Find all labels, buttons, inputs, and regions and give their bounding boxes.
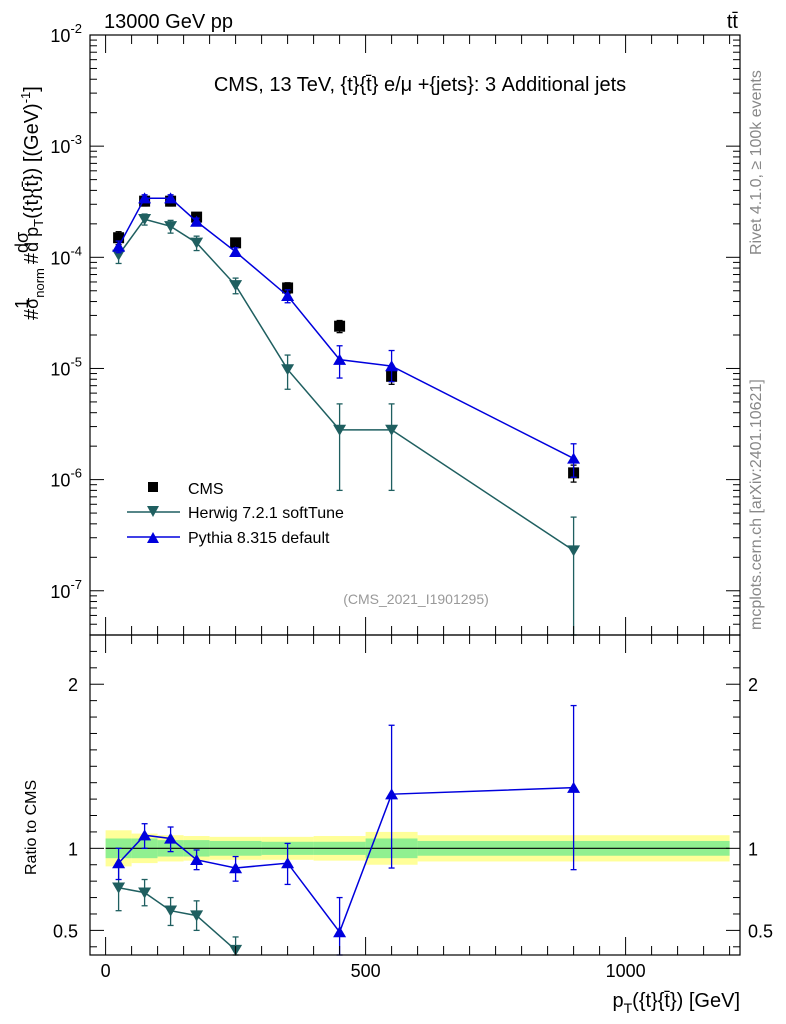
- pythia-point: [138, 192, 152, 204]
- herwig-point: [112, 249, 126, 261]
- main-y-tick-label: 10-7: [50, 577, 82, 602]
- pythia-point: [385, 360, 399, 372]
- legend-item-pythia: Pythia 8.315 default: [127, 530, 330, 547]
- ratio-series-pythia: [112, 704, 581, 956]
- legend: CMS Herwig 7.2.1 softTune Pythia 8.315 d…: [127, 481, 344, 547]
- main-y-tick-label: 10-4: [50, 243, 82, 268]
- herwig-point: [281, 364, 295, 376]
- ratio-herwig-point: [112, 882, 126, 894]
- svg-text:pT({t}{t̄}) [GeV]: pT({t}{t̄}) [GeV]: [612, 990, 740, 1016]
- legend-item-cms: CMS: [148, 481, 224, 498]
- rivet-version-label: Rivet 4.1.0, ≥ 100k events: [748, 70, 765, 255]
- ratio-panel-frame: [89, 634, 741, 956]
- herwig-point: [229, 280, 243, 292]
- ratio-y-tick-label-right: 0.5: [748, 921, 773, 941]
- ratio-series-layer: [112, 704, 581, 956]
- ratio-y-tick-label-right: 2: [748, 675, 758, 695]
- pythia-point: [229, 245, 243, 258]
- legend-herwig-marker: [147, 506, 159, 517]
- main-series-layer: [112, 192, 581, 636]
- cms-point: [230, 237, 242, 249]
- ratio-herwig-point: [164, 905, 178, 917]
- main-y-tick-label: 10-2: [50, 21, 82, 46]
- ratio-y-tick-label: 2: [68, 675, 78, 695]
- x-tick-label: 0: [101, 961, 111, 981]
- ratio-pythia-point: [567, 781, 581, 793]
- ratio-y-axis-label: Ratio to CMS: [23, 780, 40, 875]
- ratio-y-tick-label: 0.5: [53, 921, 78, 941]
- series-cms: [113, 195, 580, 483]
- ratio-pythia-point: [164, 832, 178, 844]
- pythia-point: [164, 192, 178, 204]
- legend-cms-label: CMS: [188, 481, 224, 498]
- herwig-point: [385, 424, 399, 436]
- cms-point: [334, 320, 346, 332]
- series-pythia: [112, 192, 581, 478]
- ratio-x-axis: 0 500 1000: [101, 635, 731, 981]
- energy-label: 13000 GeV pp: [104, 11, 233, 33]
- main-y-axis: 10-7 10-6 10-5 10-4 10-3 10-2: [50, 21, 740, 636]
- x-tick-label: 1000: [606, 961, 646, 981]
- ratio-pythia-point: [385, 788, 399, 800]
- ratio-pythia-point: [333, 926, 347, 938]
- herwig-point: [190, 237, 204, 249]
- ratio-series-herwig: [112, 865, 243, 956]
- ratio-pythia-point: [190, 853, 204, 866]
- chart-title: CMS, 13 TeV, {t}{t̄} e/μ +{jets}: 3 Addi…: [214, 74, 626, 96]
- ratio-pythia-point: [229, 862, 243, 874]
- ratio-pythia-point: [112, 857, 126, 869]
- svg-text:#1σnorm#dσd pT({t}{t̄}) [(GeV): #1σnorm#dσd pT({t}{t̄}) [(GeV)-1]: [12, 86, 47, 320]
- herwig-point: [567, 545, 581, 557]
- ratio-herwig-line: [118, 886, 237, 951]
- series-herwig: [112, 213, 581, 636]
- x-tick-label: 500: [351, 961, 381, 981]
- cms-point: [282, 282, 294, 294]
- analysis-tag: (CMS_2021_I1901295): [343, 591, 489, 607]
- ratio-y-axis: 0.5 0.5 1 1 2 2: [53, 650, 773, 948]
- process-label: tt̄: [727, 11, 739, 33]
- cms-point: [113, 232, 125, 244]
- ratio-pythia-point: [138, 829, 152, 841]
- mcplots-source-label: mcplots.cern.ch [arXiv:2401.10621]: [748, 379, 765, 630]
- legend-pythia-label: Pythia 8.315 default: [188, 530, 330, 547]
- ratio-herwig-point: [190, 910, 204, 922]
- pythia-point: [112, 240, 126, 252]
- ratio-pythia-point: [281, 857, 295, 869]
- legend-herwig-label: Herwig 7.2.1 softTune: [188, 505, 344, 522]
- ratio-y-tick-label: 1: [68, 839, 78, 859]
- x-axis-label: pT({t}{t̄}) [GeV]: [612, 990, 740, 1016]
- pythia-point: [281, 290, 295, 302]
- pythia-point: [190, 215, 204, 227]
- main-y-tick-label: 10-3: [50, 132, 82, 157]
- ratio-y-tick-label-right: 1: [748, 839, 758, 859]
- main-panel: 10-7 10-6 10-5 10-4 10-3 10-2 CMS, 13 TeV, {t…: [12, 21, 741, 636]
- legend-pythia-marker: [147, 532, 159, 543]
- ratio-panel: 0.5 0.5 1 1 2 2 0 500 1000 Ratio to CMS: [23, 634, 773, 981]
- legend-item-herwig: Herwig 7.2.1 softTune: [127, 505, 344, 522]
- herwig-point: [333, 424, 347, 436]
- herwig-point: [164, 221, 178, 233]
- main-x-ticks: [105, 35, 731, 635]
- main-y-tick-label: 10-6: [50, 466, 82, 491]
- main-y-tick-label: 10-5: [50, 354, 82, 379]
- herwig-point: [138, 214, 152, 226]
- ratio-herwig-point: [138, 887, 152, 899]
- legend-cms-marker: [148, 482, 158, 492]
- herwig-line: [117, 218, 575, 552]
- main-y-axis-label: #1σnorm#dσd pT({t}{t̄}) [(GeV)-1]: [12, 86, 47, 320]
- pythia-point: [333, 353, 347, 365]
- pythia-point: [567, 452, 581, 464]
